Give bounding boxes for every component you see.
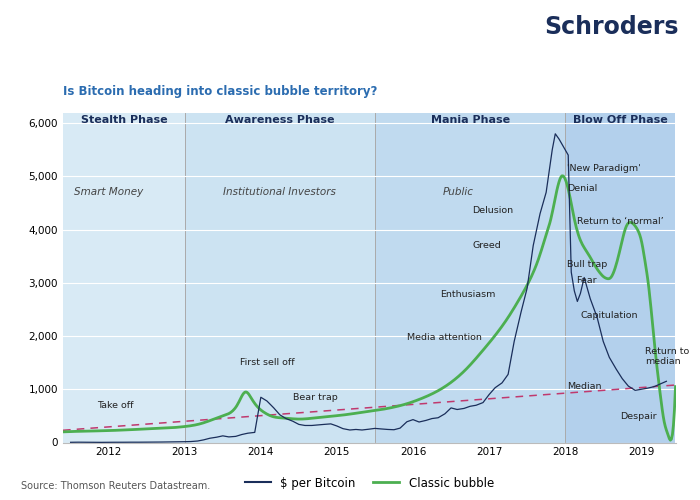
Text: Institutional Investors: Institutional Investors [223, 188, 336, 198]
Text: Bear trap: Bear trap [293, 394, 337, 402]
Text: Is Bitcoin heading into classic bubble territory?: Is Bitcoin heading into classic bubble t… [63, 84, 377, 98]
Text: Median: Median [567, 382, 601, 391]
Text: Public: Public [443, 188, 474, 198]
Text: Enthusiasm: Enthusiasm [440, 290, 495, 299]
Text: Capitulation: Capitulation [580, 312, 638, 320]
Text: 'New Paradigm': 'New Paradigm' [567, 164, 640, 173]
Bar [63, 112, 185, 442]
Text: Mania Phase: Mania Phase [430, 116, 510, 126]
Text: Return to ‘normal’: Return to ‘normal’ [577, 217, 664, 226]
Text: Smart Money: Smart Money [74, 188, 144, 198]
Text: Media attention: Media attention [407, 333, 482, 342]
Text: Blow Off Phase: Blow Off Phase [573, 116, 668, 126]
Text: Take off: Take off [97, 400, 134, 409]
Text: Greed: Greed [473, 241, 501, 250]
Text: Delusion: Delusion [473, 206, 514, 216]
Text: Denial: Denial [567, 184, 597, 192]
Text: Stealth Phase: Stealth Phase [80, 116, 167, 126]
Text: Awareness Phase: Awareness Phase [225, 116, 335, 126]
Bar [375, 112, 565, 442]
Text: Source: Thomson Reuters Datastream.: Source: Thomson Reuters Datastream. [21, 481, 210, 491]
Text: Bull trap: Bull trap [567, 260, 607, 268]
Text: Despair: Despair [620, 412, 657, 421]
Text: Fear: Fear [577, 276, 597, 284]
Text: Schroders: Schroders [545, 15, 679, 39]
Text: Return to
median: Return to median [645, 346, 689, 366]
Legend: $ per Bitcoin, Classic bubble: $ per Bitcoin, Classic bubble [240, 472, 498, 494]
Text: First sell off: First sell off [239, 358, 294, 366]
Bar [565, 112, 676, 442]
Bar [185, 112, 375, 442]
